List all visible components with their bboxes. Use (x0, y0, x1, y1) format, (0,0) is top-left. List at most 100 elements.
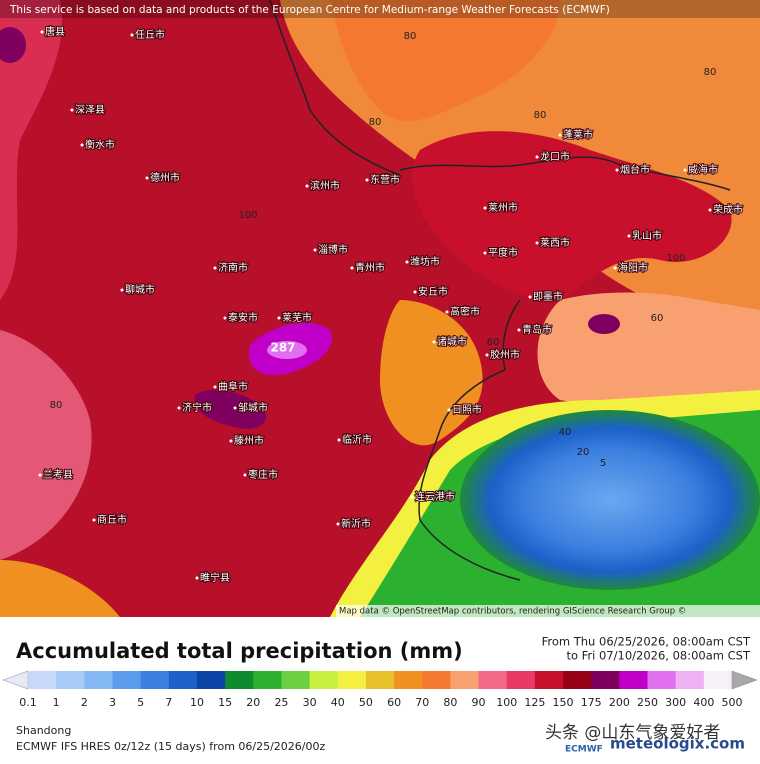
city-label: 平度市 (488, 246, 518, 259)
city-dot (616, 169, 619, 172)
contour-label: 60 (651, 313, 664, 324)
city-label: 衡水市 (85, 138, 115, 151)
color-bin (591, 671, 620, 689)
city-label: 滕州市 (234, 434, 264, 447)
contour-label: 100 (238, 210, 257, 221)
model: ECMWF IFS HRES 0z/12z (15 days) from 06/… (16, 740, 326, 753)
city-label: 东营市 (370, 173, 400, 186)
color-bin (422, 671, 451, 689)
city-dot (628, 235, 631, 238)
level-label: 150 (553, 696, 574, 709)
level-label: 250 (637, 696, 658, 709)
city-dot (684, 169, 687, 172)
color-bin (84, 671, 113, 689)
color-bin (394, 671, 423, 689)
city-dot (518, 329, 521, 332)
city-dot (414, 291, 417, 294)
city-label: 枣庄市 (248, 468, 278, 481)
city-label: 即墨市 (533, 290, 563, 303)
city-dot (178, 407, 181, 410)
level-label: 500 (722, 696, 743, 709)
city-label: 莱州市 (488, 201, 518, 214)
city-dot (81, 144, 84, 147)
color-bin (507, 671, 536, 689)
level-label: 60 (387, 696, 401, 709)
city-label: 德州市 (150, 171, 180, 184)
color-bin (310, 671, 339, 689)
level-label: 15 (218, 696, 232, 709)
city-label: 乳山市 (632, 229, 662, 242)
city-dot (484, 252, 487, 255)
city-label: 青州市 (355, 261, 385, 274)
city-label: 潍坊市 (410, 255, 440, 268)
level-label: 400 (693, 696, 714, 709)
contour-label: 20 (577, 447, 590, 458)
legend-title: Accumulated total precipitation (mm) (16, 639, 463, 663)
peak-purple3 (588, 314, 620, 334)
level-label: 25 (274, 696, 288, 709)
level-label: 0.1 (19, 696, 37, 709)
city-dot (337, 523, 340, 526)
city-dot (121, 289, 124, 292)
notice: This service is based on data and produc… (9, 4, 610, 16)
city-dot (196, 577, 199, 580)
city-label: 曲阜市 (218, 380, 248, 393)
city-dot (71, 109, 74, 112)
color-bin (338, 671, 367, 689)
level-label: 125 (524, 696, 545, 709)
city-label: 深泽县 (75, 104, 105, 116)
city-dot (244, 474, 247, 477)
city-dot (146, 177, 149, 180)
city-label: 安丘市 (418, 285, 448, 298)
contour-label: 80 (50, 400, 63, 411)
city-label: 商丘市 (97, 513, 127, 526)
city-dot (224, 317, 227, 320)
color-bin (676, 671, 705, 689)
color-bin (197, 671, 226, 689)
color-bin (141, 671, 170, 689)
city-label: 济宁市 (182, 401, 212, 414)
city-dot (306, 185, 309, 188)
city-label: 唐县 (45, 25, 65, 38)
period-to: to Fri 07/10/2026, 08:00am CST (566, 649, 751, 663)
city-label: 龙口市 (540, 150, 570, 163)
city-label: 日照市 (452, 403, 482, 416)
level-label: 30 (303, 696, 317, 709)
region-blue (460, 410, 760, 590)
city-label: 莱西市 (540, 236, 570, 249)
contour-label: 100 (666, 253, 685, 264)
city-label: 济南市 (218, 261, 248, 274)
color-bin (648, 671, 677, 689)
city-dot (338, 439, 341, 442)
city-label: 睢宁县 (200, 571, 230, 584)
city-dot (486, 354, 489, 357)
city-label: 新沂市 (341, 517, 371, 530)
contour-label: 80 (534, 110, 547, 121)
contour-label: 80 (404, 31, 417, 42)
city-label: 淄博市 (318, 243, 348, 256)
color-bin (619, 671, 648, 689)
city-label: 连云港市 (415, 490, 455, 503)
contour-label: 40 (559, 427, 572, 438)
contour-label: 5 (600, 458, 606, 469)
color-bin (704, 671, 733, 689)
city-label: 蓬莱市 (563, 128, 593, 141)
city-dot (411, 496, 414, 499)
city-dot (351, 267, 354, 270)
city-dot (366, 179, 369, 182)
city-dot (214, 267, 217, 270)
city-label: 兰考县 (43, 468, 73, 481)
color-bin (563, 671, 592, 689)
site: meteologix.com (610, 735, 745, 753)
level-label: 2 (81, 696, 88, 709)
city-dot (406, 261, 409, 264)
city-label: 胶州市 (490, 348, 520, 361)
contour-label: 60 (487, 337, 500, 348)
city-label: 烟台市 (620, 163, 650, 176)
color-bin (28, 671, 57, 689)
city-label: 泰安市 (228, 311, 258, 324)
level-label: 3 (109, 696, 116, 709)
level-label: 90 (472, 696, 486, 709)
